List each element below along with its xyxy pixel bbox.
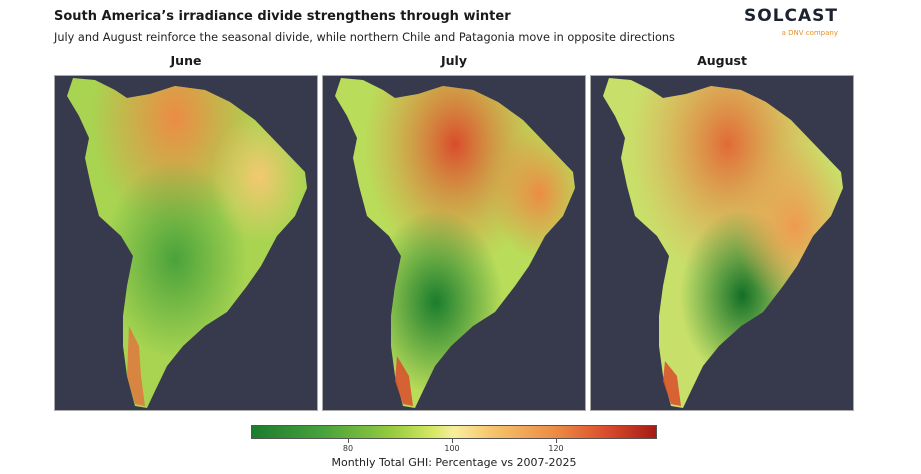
colorbar-tick xyxy=(348,439,349,443)
colorbar-tick-label: 80 xyxy=(342,444,354,453)
panel-title-june: June xyxy=(170,53,202,68)
colorbar xyxy=(251,425,657,439)
logo-wordmark: SOLCAST xyxy=(744,6,839,26)
colorbar-tick-label: 100 xyxy=(444,444,460,453)
chart-subtitle: July and August reinforce the seasonal d… xyxy=(54,31,675,44)
map-panel-august xyxy=(590,75,854,411)
map-panel-june xyxy=(54,75,318,411)
colorbar-tick-label: 120 xyxy=(548,444,564,453)
map-july xyxy=(335,78,575,408)
panel-title-july: July xyxy=(441,53,467,68)
solcast-logo: SOLCAST a DNV company xyxy=(744,6,844,40)
colorbar-label: Monthly Total GHI: Percentage vs 2007-20… xyxy=(331,456,577,469)
colorbar-tick xyxy=(556,439,557,443)
panel-title-august: August xyxy=(697,53,747,68)
map-panel-july xyxy=(322,75,586,411)
logo-tagline: a DNV company xyxy=(781,29,838,37)
map-august xyxy=(603,78,843,408)
map-june xyxy=(67,78,307,408)
colorbar-tick xyxy=(452,439,453,443)
chart-title: South America’s irradiance divide streng… xyxy=(54,9,511,24)
